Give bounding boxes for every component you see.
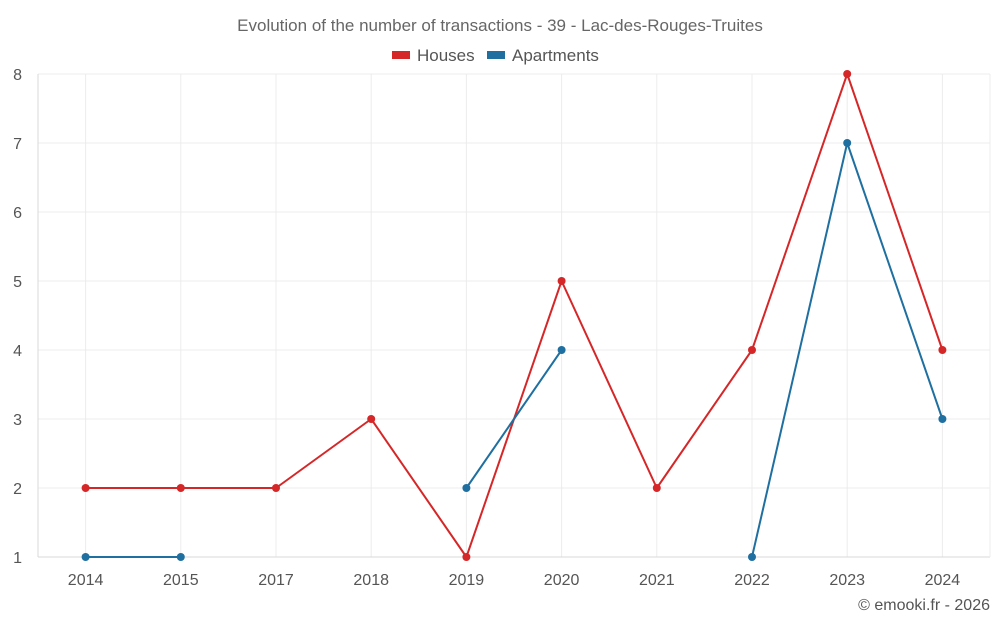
legend-swatch <box>487 51 505 59</box>
credit-text: © emooki.fr - 2026 <box>858 597 990 614</box>
x-tick-label: 2017 <box>258 572 294 589</box>
x-tick-label: 2018 <box>353 572 389 589</box>
series-apartments <box>81 139 947 561</box>
series-layer <box>81 70 947 561</box>
y-tick-label: 7 <box>13 136 22 153</box>
legend-item-houses[interactable]: Houses <box>392 46 475 65</box>
chart-title: Evolution of the number of transactions … <box>237 16 763 35</box>
y-tick-label: 4 <box>13 343 22 360</box>
apartments-point[interactable] <box>557 346 566 354</box>
houses-point[interactable] <box>938 346 947 354</box>
apartments-line <box>465 349 563 489</box>
y-tick-label: 1 <box>13 550 22 567</box>
houses-point[interactable] <box>748 346 756 354</box>
legend-item-apartments[interactable]: Apartments <box>487 46 599 65</box>
legend-swatch <box>392 51 410 59</box>
houses-point[interactable] <box>843 70 852 78</box>
y-tick-label: 8 <box>13 67 22 84</box>
x-tick-label: 2022 <box>734 572 770 589</box>
axes: 1 2 3 4 5 6 7 8 2014 2015 2017 2018 2019 2020 2021 2022… <box>13 67 991 589</box>
y-tick-label: 5 <box>13 274 22 291</box>
apartments-point[interactable] <box>462 484 471 492</box>
houses-point[interactable] <box>176 484 185 492</box>
houses-point[interactable] <box>81 484 90 492</box>
y-tick-label: 2 <box>13 481 22 498</box>
apartments-point[interactable] <box>748 553 756 561</box>
legend-label: Houses <box>417 46 475 65</box>
x-tick-label: 2023 <box>829 572 865 589</box>
y-tick-label: 6 <box>13 205 22 222</box>
apartments-point[interactable] <box>176 553 185 561</box>
apartments-point[interactable] <box>938 415 947 423</box>
y-tick-label: 3 <box>13 412 22 429</box>
houses-point[interactable] <box>652 484 661 492</box>
x-tick-label: 2019 <box>449 572 485 589</box>
x-tick-label: 2015 <box>163 572 199 589</box>
houses-point[interactable] <box>557 277 566 285</box>
houses-line <box>85 73 944 558</box>
houses-point[interactable] <box>462 553 471 561</box>
apartments-point[interactable] <box>843 139 852 147</box>
grid <box>38 73 990 557</box>
apartments-point[interactable] <box>81 553 90 561</box>
houses-point[interactable] <box>367 415 376 423</box>
x-tick-label: 2020 <box>544 572 580 589</box>
houses-point[interactable] <box>272 484 280 492</box>
x-tick-label: 2021 <box>639 572 675 589</box>
legend[interactable]: Houses Apartments <box>392 46 599 65</box>
x-tick-label: 2014 <box>68 572 104 589</box>
series-houses <box>81 70 947 561</box>
x-tick-label: 2024 <box>925 572 961 589</box>
legend-label: Apartments <box>512 46 599 65</box>
